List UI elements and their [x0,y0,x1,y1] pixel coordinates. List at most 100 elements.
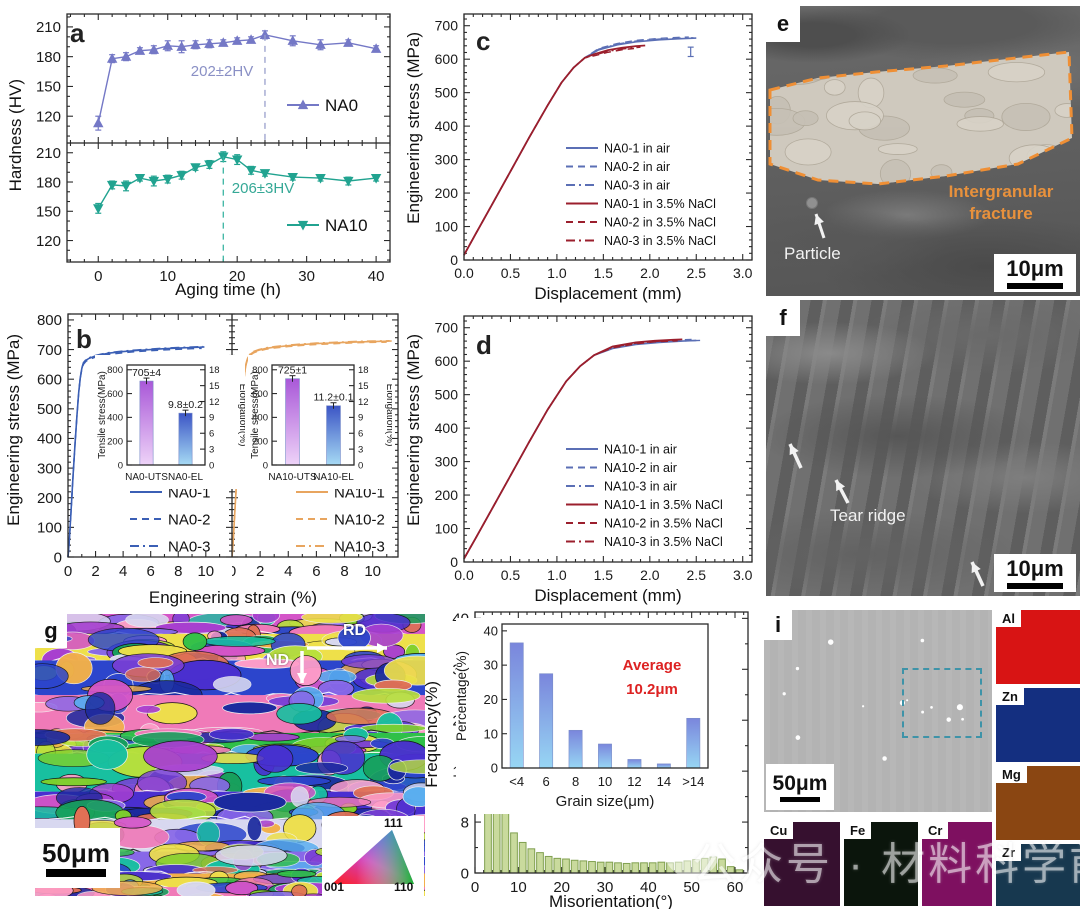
x-tick-label: 1.5 [594,265,614,281]
panel-d-letter: d [476,330,492,360]
bar-value-label: 11.2±0.1 [313,392,353,404]
light-fracture-band [770,52,1072,184]
panel-i-scalebar: 50μm [766,764,834,810]
series-NA10-3 [232,340,390,558]
panel-g-scale-bar [46,868,106,877]
eds-map-cu: Cu [764,822,840,906]
marker-tu [134,45,146,55]
plot-border [463,315,753,563]
x-tick-label: 6 [312,563,320,580]
legend-label: NA0-2 [168,511,211,528]
panel-e-scalebar: 10μm [994,254,1076,292]
panel-b-ylabel: Engineering stress (MPa) [4,334,23,526]
y-tick-label: 400 [107,413,123,424]
panel-d: d Engineering stress (MPa) 0.0 0.5 1.0 1.5 2… [400,304,766,606]
x-tick-label: 40 [640,879,657,896]
panel-i: 50μm i Al Zn Mg Zr Cu Fe Cr [764,596,1080,909]
legend-label: NA10-3 in air [604,479,677,493]
eds-map-cr-label: Cr [922,822,949,839]
y-tick-label: 500 [435,85,459,101]
marker-td [370,173,382,184]
x-tick-label: 0.0 [454,265,474,281]
hardness-na0-chart: 120 150 180 210 202±2HV NA0 [36,13,391,143]
y-tick-label: 0 [118,460,123,471]
x-tick-label: 1.5 [594,567,614,583]
y-tick-label: 600 [252,389,268,400]
panel-d-xlabel: Displacement (mm) [534,586,682,605]
y-tick-label: 800 [107,365,123,376]
plot-border [463,13,753,261]
panel-a-xlabel: Aging time (h) [175,280,281,299]
x-tick-label: 0.5 [501,265,521,281]
inset-ylabel: Percentage(%) [456,651,469,741]
y2-tick-label: 15 [358,381,369,392]
histogram-bar [596,861,605,874]
panel-e-letter: e [766,6,800,42]
panel-b: b Engineering stress (MPa) 0 2 4 6 8 10 0 100 20… [4,306,402,608]
bar-value-label: 705±4 [132,367,161,379]
panel-e-scale-bar [1007,282,1063,289]
y2-tick-label: 3 [358,444,363,455]
legend-label: NA0-3 in air [604,178,670,192]
y-tick-label: 700 [37,342,62,359]
y-tick-label: 400 [435,420,459,436]
eds-map-al: Al [996,610,1080,684]
x-tick-label: 10 [159,268,176,285]
eds-map-zn: Zn [996,688,1080,762]
y2-tick-label: 12 [358,397,369,408]
category-label: NA0-EL [168,472,203,483]
y-tick-label: 0 [450,554,458,570]
tear-ridge-label: Tear ridge [830,506,906,525]
marker-tu [162,40,173,50]
marker-td [176,171,187,181]
rd-nd-axes-arrows [297,643,387,683]
panel-d-ylabel: Engineering stress (MPa) [404,334,423,526]
inset-xlabel: Grain size(μm) [556,793,655,810]
bar-<4 [509,642,524,769]
panel-c-xlabel: Displacement (mm) [534,284,682,303]
panel-c: c Engineering stress (MPa) 0.0 0.5 1.0 1.5 2… [400,2,766,304]
x-tick-label: 0 [94,268,102,285]
arrow-head [377,643,387,653]
panel-g-letter-text: g [44,618,58,643]
legend-label: NA10-2 in air [604,461,677,475]
y-tick-label: 0 [450,252,458,268]
y-tick-label: 700 [435,18,459,34]
marker-tu [148,44,160,54]
panel-g-letter: g [35,614,67,648]
plot-border [66,13,391,143]
panel-g-scalebar: 50μm [32,828,120,888]
histogram-bar [536,852,544,874]
histogram-bar [579,860,588,874]
series-NA10-3 in 3.5% NaCl [463,339,676,560]
y-tick-label: 0 [54,549,62,566]
eds-map-mg: Mg [996,766,1080,840]
plot-border [232,313,399,558]
x-tick-label: 1.0 [547,567,567,583]
x-tick-label: 2.0 [640,567,660,583]
y-tick-label: 10 [484,726,498,741]
marker-tu [259,29,271,39]
x-tick-label: 8 [340,563,348,580]
bar-value-label: 9.8±0.2 [168,399,203,411]
legend-label: NA10-2 in 3.5% NaCl [604,516,723,530]
panel-b-xlabel: Engineering strain (%) [148,588,318,607]
legend-label: NA0-3 in 3.5% NaCl [604,234,716,248]
y2-tick-label: 9 [209,413,214,424]
inset-ylabel: Tensile stress(MPa) [250,371,261,459]
plot-border [66,143,391,263]
y-tick-label: 150 [36,79,61,96]
series-NA0-2 [67,347,202,558]
bar->14 [686,717,701,769]
intergranular-outline [768,50,1074,186]
y-tick-label: 400 [252,413,268,424]
histogram-bar [726,866,735,874]
bar-6 [539,673,554,769]
y-tick-label: 20 [484,692,498,707]
y2-tick-label: 3 [209,444,214,455]
particle-label: Particle [784,244,841,263]
ipf-triangle [332,830,414,884]
eds-map-mg-label: Mg [996,766,1027,783]
bar-NA0-EL [178,412,193,466]
